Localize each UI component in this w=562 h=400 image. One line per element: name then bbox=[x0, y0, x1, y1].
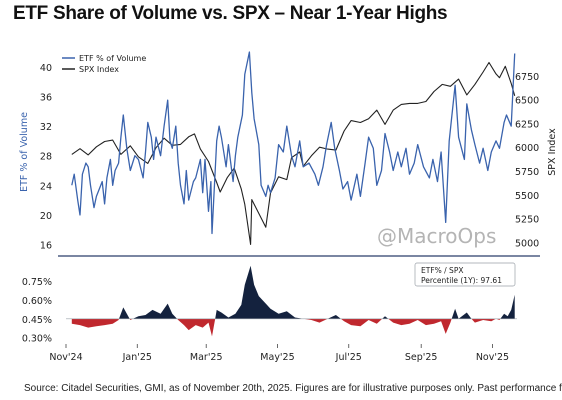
annotation-line-2: Percentile (1Y): 97.61 bbox=[421, 276, 502, 285]
y-tick-label-ratio: 0.45% bbox=[22, 315, 52, 326]
y-tick-label-right: 6750 bbox=[515, 72, 539, 83]
y-tick-label-right: 6500 bbox=[515, 96, 539, 107]
y-tick-label-right: 5250 bbox=[515, 215, 539, 226]
x-tick-label: Jul'25 bbox=[335, 352, 362, 363]
etf-share-line bbox=[71, 51, 516, 235]
y-tick-label-ratio: 0.75% bbox=[22, 277, 52, 288]
y-tick-label-right: 5500 bbox=[515, 191, 539, 202]
x-tick-label: Mar'25 bbox=[190, 352, 223, 363]
annotation-line-1: ETF% / SPX bbox=[421, 266, 463, 275]
source-footnote: Source: Citadel Securities, GMI, as of N… bbox=[24, 383, 562, 394]
y-tick-label-ratio: 0.60% bbox=[22, 296, 52, 307]
y-tick-label-left: 36 bbox=[40, 92, 52, 103]
etf-spx-panel: 16 20 24 28 32 36 40 5000 5250 5500 5750 6000 6250 65… bbox=[19, 51, 558, 252]
y-tick-label-left: 32 bbox=[40, 122, 52, 133]
x-tick-label: May'25 bbox=[260, 352, 294, 363]
y-tick-label-right: 6250 bbox=[515, 119, 539, 130]
y-tick-label-left: 20 bbox=[40, 211, 52, 222]
ratio-panel: 0.30% 0.45% 0.60% 0.75% bbox=[22, 265, 517, 345]
watermark-text: @MacroOps bbox=[377, 224, 496, 248]
y-tick-label-right: 5750 bbox=[515, 167, 539, 178]
ratio-area-below-baseline bbox=[71, 318, 501, 337]
x-tick-label: Jan'25 bbox=[122, 352, 152, 363]
x-axis: Nov'24 Jan'25 Mar'25 May'25 Jul'25 Sep'25 Nov'… bbox=[49, 344, 509, 363]
y-tick-label-right: 5000 bbox=[515, 238, 539, 249]
x-tick-label: Sep'25 bbox=[405, 352, 438, 363]
y-axis-label-right: SPX Index bbox=[547, 128, 558, 176]
x-tick-label: Nov'25 bbox=[476, 352, 509, 363]
y-tick-label-left: 16 bbox=[40, 241, 52, 252]
y-tick-label-left: 28 bbox=[40, 152, 52, 163]
y-tick-label-left: 24 bbox=[40, 181, 52, 192]
y-tick-label-left: 40 bbox=[40, 63, 52, 74]
ratio-area-above-baseline bbox=[119, 265, 515, 319]
legend: ETF % of Volume SPX Index bbox=[62, 54, 146, 74]
legend-label-spx: SPX Index bbox=[79, 65, 119, 74]
legend-label-etf: ETF % of Volume bbox=[79, 54, 146, 63]
annotation-box bbox=[414, 262, 516, 287]
x-tick-label: Nov'24 bbox=[49, 352, 82, 363]
y-axis-label-left: ETF % of Volume bbox=[19, 112, 30, 192]
y-tick-label-right: 6000 bbox=[515, 143, 539, 154]
y-tick-label-ratio: 0.30% bbox=[22, 334, 52, 345]
spx-index-line bbox=[71, 61, 516, 245]
page-title: ETF Share of Volume vs. SPX – Near 1-Yea… bbox=[13, 3, 448, 24]
